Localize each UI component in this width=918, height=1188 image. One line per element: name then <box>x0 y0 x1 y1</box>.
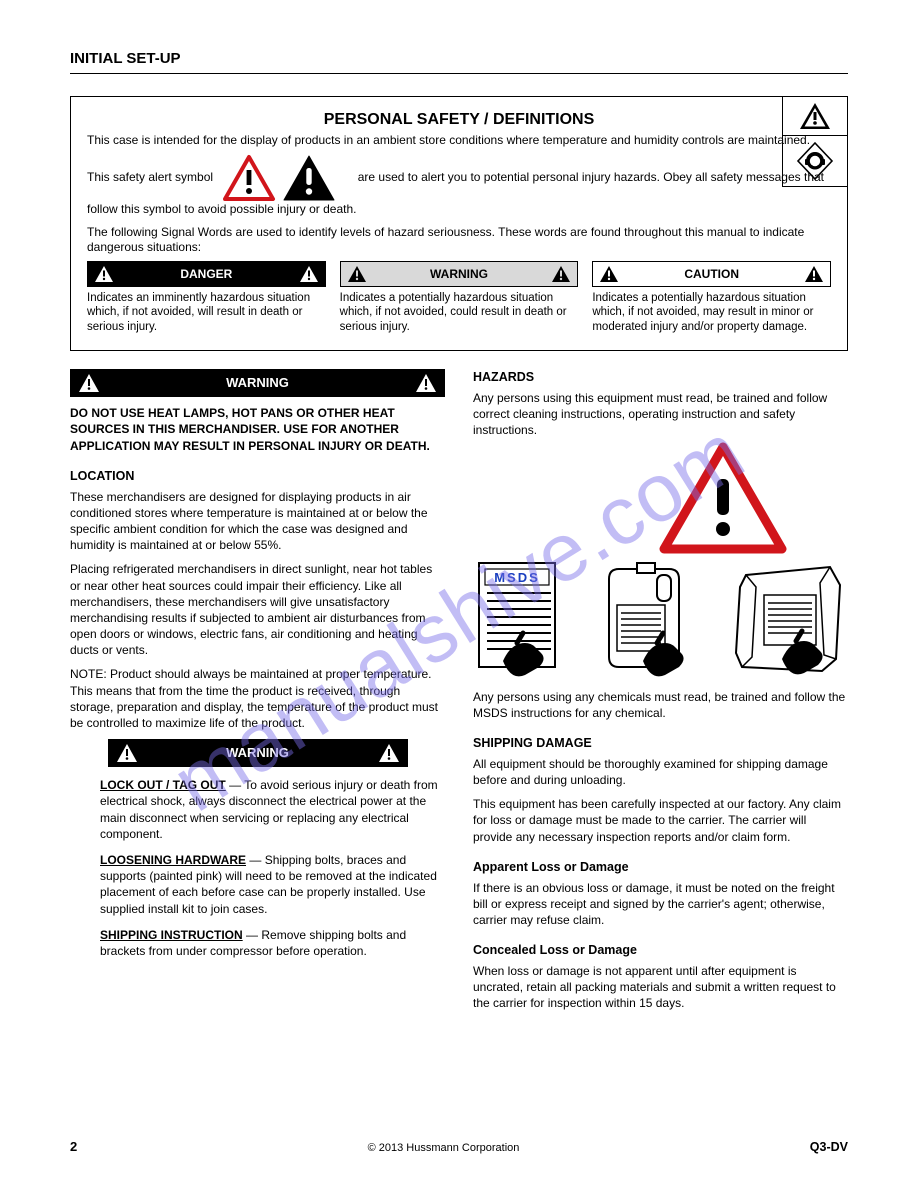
corner-headset-icon <box>783 136 847 186</box>
hazard-illustration: MSDS <box>473 447 848 677</box>
left-column: WARNING DO NOT USE HEAT LAMPS, HOT PANS … <box>70 369 445 1020</box>
small-alert-icon <box>78 373 100 393</box>
panel-title: PERSONAL SAFETY / DEFINITIONS <box>87 111 831 129</box>
severity-desc: Indicates a potentially hazardous situat… <box>592 291 831 334</box>
right-s1: All equipment should be thoroughly exami… <box>473 756 848 788</box>
alert-triangle-outline-icon <box>222 154 276 202</box>
right-column: HAZARDS Any persons using this equipment… <box>473 369 848 1020</box>
subhead-apparent-loss: Apparent Loss or Damage <box>473 859 848 876</box>
severity-danger-header: DANGER <box>87 261 326 287</box>
severity-desc: Indicates an imminently hazardous situat… <box>87 291 326 334</box>
warning-label: WARNING <box>226 374 289 392</box>
msds-document-icon: MSDS <box>473 561 565 677</box>
left-placement-p: Placing refrigerated merchandisers in di… <box>70 561 445 658</box>
subhead-hazards: HAZARDS <box>473 369 848 386</box>
safety-panel: PERSONAL SAFETY / DEFINITIONS This case … <box>70 96 848 351</box>
panel-intro-2: This safety alert symbol <box>87 154 831 217</box>
severity-label: CAUTION <box>684 267 739 282</box>
severity-desc: Indicates a potentially hazardous situat… <box>340 291 579 334</box>
subhead-concealed-loss: Concealed Loss or Damage <box>473 942 848 959</box>
note-title: LOOSENING HARDWARE <box>100 853 246 867</box>
right-c1: When loss or damage is not apparent unti… <box>473 963 848 1012</box>
corner-callout <box>782 96 848 187</box>
panel-intro-1: This case is intended for the display of… <box>87 133 831 148</box>
svg-text:MSDS: MSDS <box>494 570 540 585</box>
footer-model: Q3-DV <box>810 1140 848 1154</box>
small-alert-icon <box>94 265 114 283</box>
corner-alert-icon <box>783 97 847 136</box>
warning-bar-2: WARNING <box>108 739 408 767</box>
footer-page-number: 2 <box>70 1139 77 1154</box>
severity-row: DANGER Indicates an imminently hazardous… <box>87 261 831 334</box>
large-alert-triangle-icon <box>658 441 788 555</box>
note-title: SHIPPING INSTRUCTION <box>100 928 243 942</box>
note-title: LOCK OUT / TAG OUT <box>100 778 226 792</box>
left-p1: DO NOT USE HEAT LAMPS, HOT PANS OR OTHER… <box>70 405 445 454</box>
panel-situations: The following Signal Words are used to i… <box>87 225 831 255</box>
chemical-bag-icon <box>728 561 848 677</box>
warning-bar-1: WARNING <box>70 369 445 397</box>
footer-copyright: © 2013 Hussmann Corporation <box>368 1142 520 1154</box>
right-h2: Any persons using any chemicals must rea… <box>473 689 848 721</box>
subhead-location: LOCATION <box>70 468 445 485</box>
small-alert-icon <box>599 265 619 283</box>
small-alert-icon <box>347 265 367 283</box>
small-alert-icon <box>551 265 571 283</box>
severity-label: WARNING <box>430 267 488 282</box>
left-location-p: These merchandisers are designed for dis… <box>70 489 445 554</box>
severity-label: DANGER <box>180 267 232 282</box>
small-alert-icon <box>299 265 319 283</box>
note-lockout: LOCK OUT / TAG OUT — To avoid serious in… <box>100 777 445 842</box>
small-alert-icon <box>415 373 437 393</box>
page-footer: 2 © 2013 Hussmann Corporation Q3-DV <box>70 1139 848 1154</box>
severity-caution-header: CAUTION <box>592 261 831 287</box>
small-alert-icon <box>804 265 824 283</box>
small-alert-icon <box>116 743 138 763</box>
note-loosening: LOOSENING HARDWARE — Shipping bolts, bra… <box>100 852 445 917</box>
alert-triangle-solid-icon <box>282 154 336 202</box>
subhead-shipping: SHIPPING DAMAGE <box>473 735 848 752</box>
page-header: INITIAL SET-UP <box>70 50 848 67</box>
right-a1: If there is an obvious loss or damage, i… <box>473 880 848 929</box>
chemical-jug-icon <box>597 561 697 677</box>
right-h1: Any persons using this equipment must re… <box>473 390 848 439</box>
severity-warning-header: WARNING <box>340 261 579 287</box>
intro2-prefix: This safety alert symbol <box>87 170 213 184</box>
warning-label: WARNING <box>226 744 289 762</box>
small-alert-icon <box>378 743 400 763</box>
left-note-p: NOTE: Product should always be maintaine… <box>70 666 445 731</box>
header-rule <box>70 73 848 74</box>
right-s2: This equipment has been carefully inspec… <box>473 796 848 845</box>
note-shipping: SHIPPING INSTRUCTION — Remove shipping b… <box>100 927 445 959</box>
